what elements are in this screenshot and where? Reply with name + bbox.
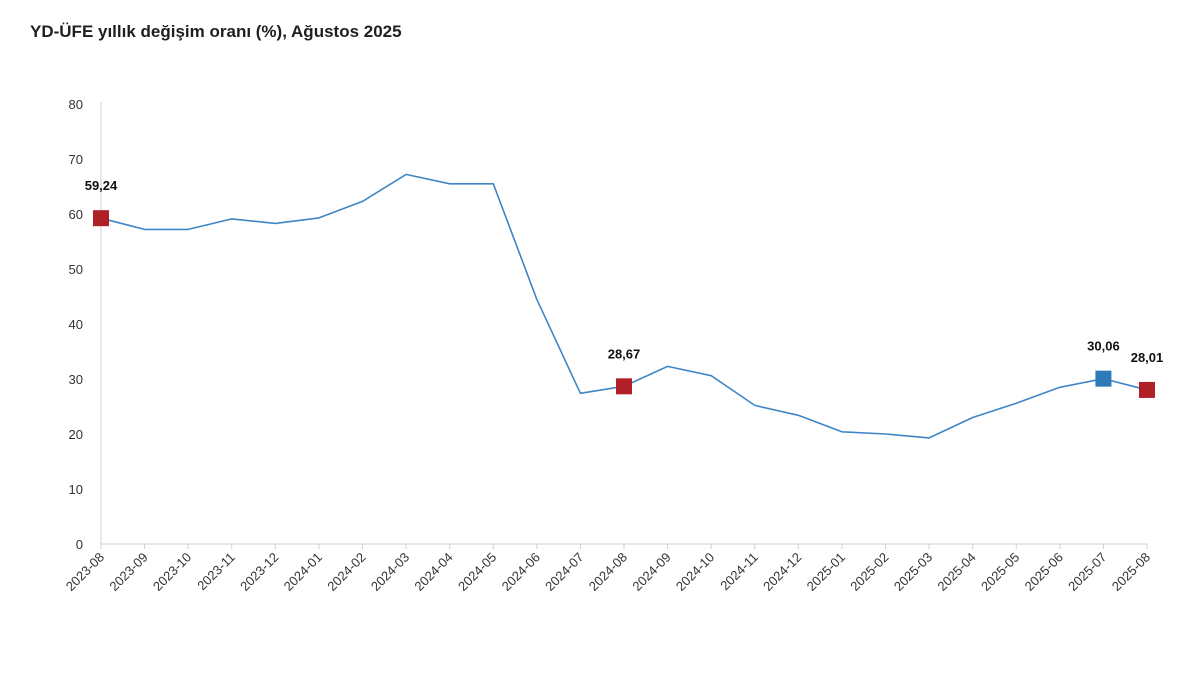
x-tick-label: 2024-04 <box>411 550 455 594</box>
x-tick-label: 2023-09 <box>106 550 150 594</box>
highlight-marker <box>1095 370 1112 387</box>
y-tick-label: 80 <box>69 97 83 112</box>
x-tick-label: 2025-08 <box>1109 550 1153 594</box>
x-tick-label: 2024-08 <box>586 550 630 594</box>
y-tick-label: 0 <box>76 537 83 552</box>
y-tick-label: 60 <box>69 207 83 222</box>
highlight-marker <box>616 378 632 395</box>
x-tick-label: 2024-05 <box>455 550 499 594</box>
series-layer <box>100 173 1148 439</box>
y-tick-label: 10 <box>69 482 83 497</box>
data-label: 28,67 <box>608 346 641 361</box>
x-tick-label: 2024-02 <box>324 550 368 594</box>
y-tick-label: 70 <box>69 152 83 167</box>
series-line <box>100 173 1148 439</box>
x-axis: 2023-08 2023-09 2023-10 2023-11 2023-12 2024-… <box>63 543 1153 594</box>
chart-title: YD-ÜFE yıllık değişim oranı (%), Ağustos… <box>30 22 402 41</box>
x-tick-label: 2025-06 <box>1022 550 1066 594</box>
x-tick-label: 2025-07 <box>1065 550 1109 594</box>
x-tick-label: 2025-03 <box>891 550 935 594</box>
highlight-marker <box>93 210 109 227</box>
y-tick-label: 30 <box>69 372 83 387</box>
x-tick-label: 2023-10 <box>150 550 194 594</box>
x-tick-label: 2024-07 <box>542 550 586 594</box>
x-tick-label: 2025-04 <box>934 550 978 594</box>
y-tick-label: 50 <box>69 262 83 277</box>
y-axis: 0 10 20 30 40 50 60 70 80 <box>69 97 102 552</box>
data-label: 59,24 <box>85 178 118 193</box>
x-tick-label: 2023-11 <box>194 550 238 594</box>
label-layer: 59,24 28,67 30,06 28,01 <box>85 178 1164 365</box>
x-tick-label: 2024-03 <box>368 550 412 594</box>
data-label: 30,06 <box>1087 339 1120 354</box>
x-tick-label: 2024-06 <box>499 550 543 594</box>
x-tick-label: 2023-08 <box>63 550 107 594</box>
x-tick-label: 2025-02 <box>847 550 891 594</box>
highlight-marker <box>1139 381 1155 398</box>
x-tick-label: 2025-01 <box>804 550 848 594</box>
x-tick-label: 2024-10 <box>673 550 717 594</box>
data-label: 28,01 <box>1131 350 1164 365</box>
y-tick-label: 20 <box>69 427 83 442</box>
x-tick-label: 2024-01 <box>281 550 325 594</box>
x-tick-label: 2025-05 <box>978 550 1022 594</box>
x-tick-label: 2024-09 <box>629 550 673 594</box>
x-tick-label: 2023-12 <box>237 550 281 594</box>
x-tick-label: 2024-11 <box>717 550 761 594</box>
y-tick-label: 40 <box>69 317 83 332</box>
marker-layer <box>93 210 1155 398</box>
x-tick-label: 2024-12 <box>760 550 804 594</box>
